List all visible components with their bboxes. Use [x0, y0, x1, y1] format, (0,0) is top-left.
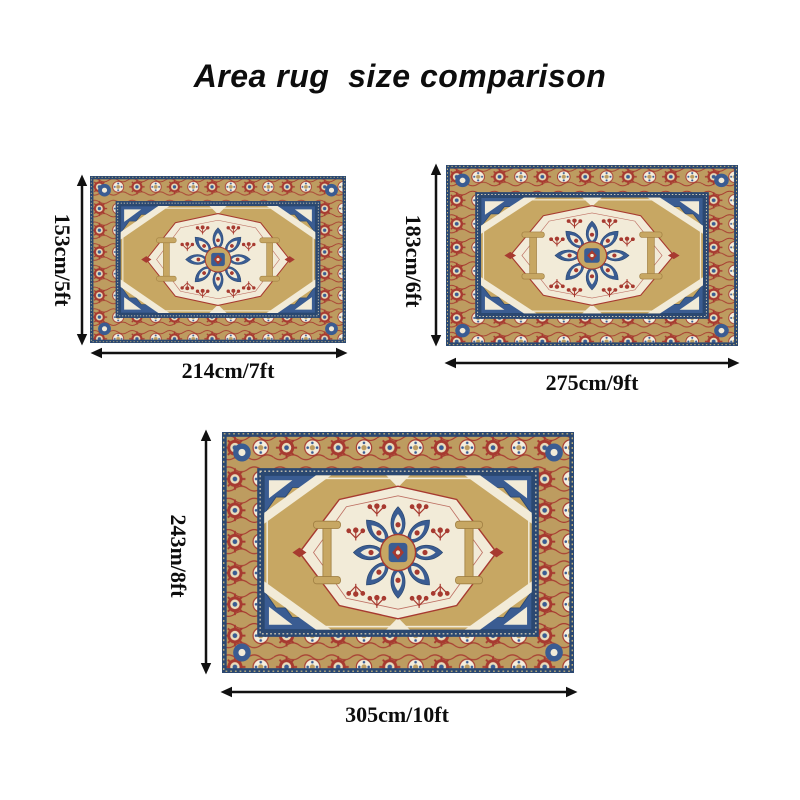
- page-title: Area rug size comparison: [193, 58, 607, 94]
- rug-image-5x7: [90, 176, 346, 343]
- width-dimension-arrow-8x10: [220, 686, 578, 698]
- height-label-8x10: 243m/8ft: [166, 514, 191, 598]
- height-dimension-arrow-6x9: [430, 163, 442, 347]
- width-label-6x9: 275cm/9ft: [545, 370, 639, 395]
- width-dimension-arrow-6x9: [444, 357, 740, 369]
- height-label-6x9: 183cm/6ft: [401, 214, 426, 308]
- width-label-8x10: 305cm/10ft: [345, 702, 449, 727]
- height-dimension-arrow-8x10: [200, 429, 212, 675]
- height-label-5x7: 153cm/5ft: [50, 213, 75, 307]
- width-dimension-arrow-5x7: [90, 347, 348, 359]
- rug-image-6x9: [446, 165, 738, 346]
- rug-image-8x10: [222, 432, 574, 673]
- width-label-5x7: 214cm/7ft: [181, 358, 275, 383]
- height-dimension-arrow-5x7: [76, 174, 88, 346]
